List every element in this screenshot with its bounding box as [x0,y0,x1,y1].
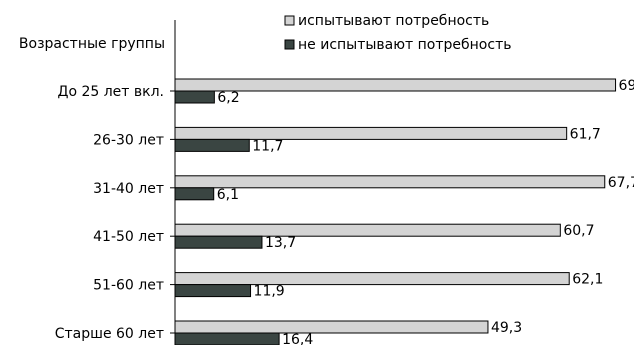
bar-no-needs [174,90,215,104]
bar-needs [174,78,617,92]
bar-needs [174,223,561,237]
data-label: 67,7 [608,175,634,191]
bar-no-needs [174,187,215,201]
bar-no-needs [174,284,252,298]
legend-label: не испытывают потребность [298,37,511,53]
category-label: Старше 60 лет [55,326,164,342]
category-label: 41-50 лет [93,229,164,245]
bar-needs [174,175,606,189]
legend-swatch [284,39,295,50]
data-label: 11,9 [254,284,285,300]
data-label: 11,7 [252,138,283,154]
bar-no-needs [174,332,280,345]
bar-needs [174,272,570,286]
data-label: 69,4 [619,78,634,94]
category-label: 51-60 лет [93,278,164,294]
plot-area: До 25 лет вкл. 69,4 6,2 26-30 лет 61,7 11,7 31… [55,78,634,345]
category-label: 26-30 лет [93,132,164,148]
bar-no-needs [174,235,263,249]
bar-no-needs [174,138,250,152]
category-label: 31-40 лет [93,181,164,197]
category-label: До 25 лет вкл. [58,84,165,100]
data-label: 62,1 [572,272,603,288]
data-label: 6,2 [217,90,239,106]
bar-needs [174,126,568,140]
data-label: 6,1 [217,187,239,203]
category-header: Возрастные группы [19,36,165,52]
data-label: 16,4 [282,332,313,345]
bar-needs [174,320,489,334]
legend-swatch [284,15,295,26]
data-label: 49,3 [491,320,522,336]
legend: испытывают потребность не испытывают потр… [284,13,511,53]
data-label: 13,7 [265,235,296,251]
data-label: 60,7 [563,223,594,239]
legend-label: испытывают потребность [298,13,489,29]
data-label: 61,7 [570,126,601,142]
